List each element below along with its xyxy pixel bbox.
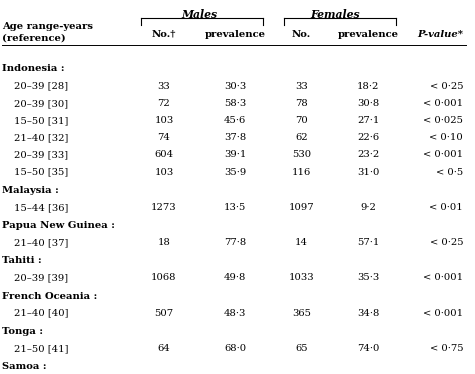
Text: < 0·75: < 0·75 (429, 344, 463, 353)
Text: 365: 365 (292, 309, 311, 318)
Text: Malaysia :: Malaysia : (2, 186, 59, 195)
Text: 65: 65 (295, 344, 308, 353)
Text: 21–50 [41]: 21–50 [41] (14, 344, 69, 353)
Text: 15–50 [31]: 15–50 [31] (14, 116, 68, 125)
Text: 15–44 [36]: 15–44 [36] (14, 203, 68, 212)
Text: 13·5: 13·5 (224, 203, 247, 212)
Text: < 0·001: < 0·001 (423, 150, 463, 159)
Text: 30·3: 30·3 (224, 82, 246, 91)
Text: 20–39 [30]: 20–39 [30] (14, 99, 68, 108)
Text: 20–39 [39]: 20–39 [39] (14, 273, 68, 282)
Text: 604: 604 (154, 150, 173, 159)
Text: P-value*: P-value* (417, 30, 463, 39)
Text: 34·8: 34·8 (357, 309, 380, 318)
Text: < 0·001: < 0·001 (423, 99, 463, 108)
Text: 507: 507 (154, 309, 173, 318)
Text: 74·0: 74·0 (357, 344, 380, 353)
Text: 21–40 [32]: 21–40 [32] (14, 133, 68, 142)
Text: 116: 116 (292, 168, 311, 177)
Text: 1097: 1097 (289, 203, 314, 212)
Text: 530: 530 (292, 150, 311, 159)
Text: < 0·001: < 0·001 (423, 273, 463, 282)
Text: 14: 14 (295, 238, 308, 247)
Text: prevalence: prevalence (338, 30, 399, 39)
Text: 64: 64 (158, 344, 170, 353)
Text: 103: 103 (154, 168, 173, 177)
Text: 9·2: 9·2 (360, 203, 376, 212)
Text: 22·6: 22·6 (357, 133, 379, 142)
Text: 23·2: 23·2 (357, 150, 379, 159)
Text: 39·1: 39·1 (224, 150, 247, 159)
Text: 18: 18 (157, 238, 171, 247)
Text: 49·8: 49·8 (224, 273, 247, 282)
Text: 103: 103 (154, 116, 173, 125)
Text: (reference): (reference) (2, 34, 66, 43)
Text: < 0·5: < 0·5 (436, 168, 463, 177)
Text: Males: Males (181, 9, 218, 20)
Text: No.†: No.† (152, 30, 176, 39)
Text: < 0·10: < 0·10 (429, 133, 463, 142)
Text: < 0·25: < 0·25 (429, 238, 463, 247)
Text: 15–50 [35]: 15–50 [35] (14, 168, 68, 177)
Text: 35·3: 35·3 (357, 273, 379, 282)
Text: 1273: 1273 (151, 203, 177, 212)
Text: 33: 33 (158, 82, 170, 91)
Text: Females: Females (310, 9, 360, 20)
Text: 62: 62 (295, 133, 308, 142)
Text: French Oceania :: French Oceania : (2, 292, 98, 301)
Text: 74: 74 (157, 133, 171, 142)
Text: 33: 33 (295, 82, 308, 91)
Text: 1068: 1068 (151, 273, 177, 282)
Text: 45·6: 45·6 (224, 116, 246, 125)
Text: Papua New Guinea :: Papua New Guinea : (2, 221, 115, 230)
Text: 21–40 [40]: 21–40 [40] (14, 309, 69, 318)
Text: 20–39 [28]: 20–39 [28] (14, 82, 68, 91)
Text: Indonesia :: Indonesia : (2, 64, 65, 73)
Text: 30·8: 30·8 (357, 99, 379, 108)
Text: 21–40 [37]: 21–40 [37] (14, 238, 68, 247)
Text: 37·8: 37·8 (224, 133, 246, 142)
Text: 70: 70 (295, 116, 308, 125)
Text: < 0·25: < 0·25 (429, 82, 463, 91)
Text: 72: 72 (158, 99, 170, 108)
Text: 58·3: 58·3 (224, 99, 246, 108)
Text: 68·0: 68·0 (224, 344, 246, 353)
Text: prevalence: prevalence (205, 30, 266, 39)
Text: 57·1: 57·1 (357, 238, 380, 247)
Text: 77·8: 77·8 (224, 238, 246, 247)
Text: 18·2: 18·2 (357, 82, 380, 91)
Text: 31·0: 31·0 (357, 168, 380, 177)
Text: < 0·01: < 0·01 (429, 203, 463, 212)
Text: 20–39 [33]: 20–39 [33] (14, 150, 68, 159)
Text: Age range-years: Age range-years (2, 22, 94, 31)
Text: < 0·001: < 0·001 (423, 309, 463, 318)
Text: Samoa :: Samoa : (2, 362, 47, 371)
Text: No.: No. (292, 30, 311, 39)
Text: < 0·025: < 0·025 (423, 116, 463, 125)
Text: Tonga :: Tonga : (2, 327, 43, 336)
Text: 48·3: 48·3 (224, 309, 247, 318)
Text: 1033: 1033 (289, 273, 314, 282)
Text: 27·1: 27·1 (357, 116, 380, 125)
Text: 78: 78 (295, 99, 308, 108)
Text: Tahiti :: Tahiti : (2, 256, 42, 265)
Text: 35·9: 35·9 (224, 168, 246, 177)
